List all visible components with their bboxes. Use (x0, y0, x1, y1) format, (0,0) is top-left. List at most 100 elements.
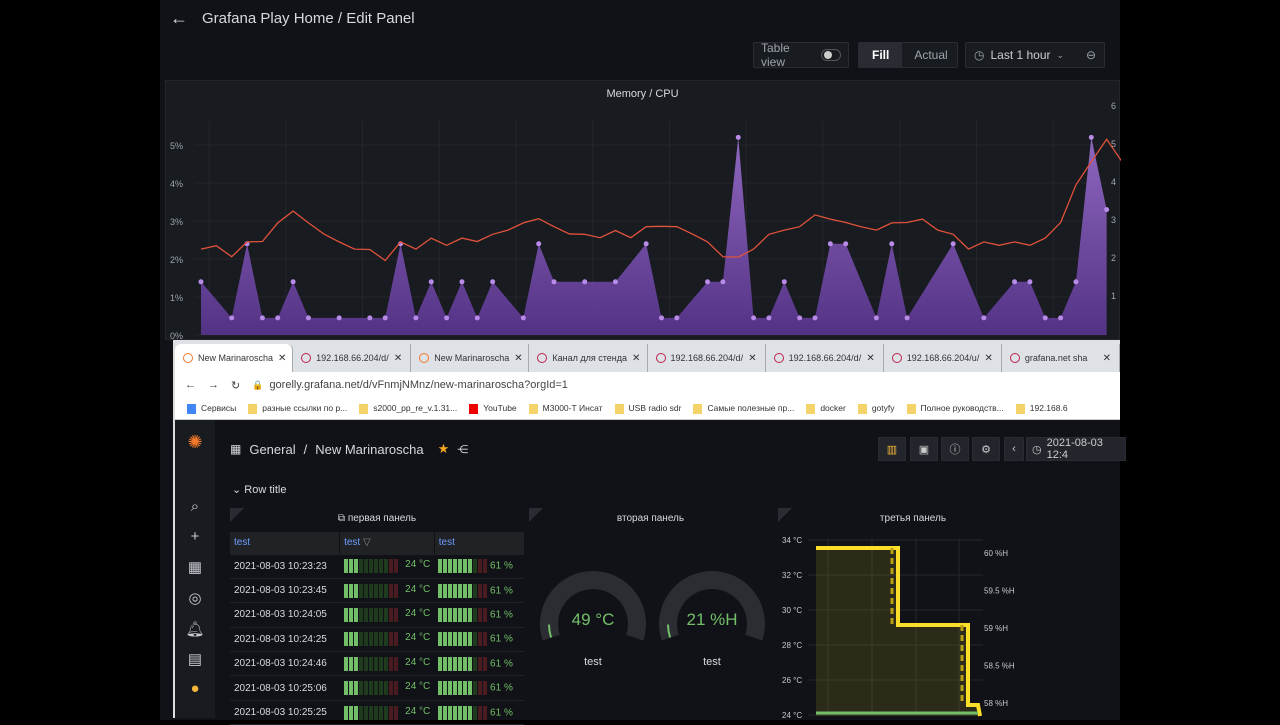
column-header[interactable]: test ▽ (339, 532, 435, 555)
table-row: 2021-08-03 10:23:45 24 °C 61 % (230, 578, 524, 604)
time-cell: 2021-08-03 10:24:05 (230, 602, 340, 628)
address-bar-row: ← → ↻ 🔒 gorelly.grafana.net/d/vFnmjNMnz/… (175, 372, 1120, 398)
save-button[interactable]: ▣ (910, 437, 938, 461)
breadcrumb-folder[interactable]: General (249, 441, 296, 457)
cpu-point (766, 315, 772, 321)
bookmark-icon (528, 403, 538, 414)
bookmark-item[interactable]: USB radio sdr (614, 403, 681, 414)
reports-icon[interactable]: ▤ (187, 651, 203, 668)
tab-title: 192.168.66.204/u/ (906, 353, 980, 363)
star-icon[interactable]: ★ (437, 441, 450, 456)
browser-tab[interactable]: 192.168.66.204/d/ ✕ (293, 344, 412, 372)
bookmark-item[interactable]: Сервисы (187, 403, 236, 414)
memory-cpu-chart: 0% 1 1% 2 2% 3 3% 4 4% 5 5% 6 (170, 101, 1121, 341)
y-tick-label: 5% (170, 141, 183, 151)
bookmark-label: разные ссылки по р... (262, 403, 348, 414)
close-tab-icon[interactable]: ✕ (1102, 352, 1111, 364)
row-title[interactable]: ⌄ Row title (232, 484, 287, 496)
bookmark-icon (1015, 403, 1025, 414)
bar-gauge (343, 705, 398, 720)
browser-tab[interactable]: 192.168.66.204/u/ ✕ (884, 344, 1002, 372)
table-view-label: Table view (761, 41, 790, 69)
cell-value: 24 °C (405, 656, 431, 668)
humidity-cell: 61 % (434, 602, 524, 628)
close-tab-icon[interactable]: ✕ (514, 352, 523, 364)
reload-icon[interactable]: ↻ (231, 379, 241, 392)
tab-title: Канал для стенда (552, 353, 627, 363)
browser-tab[interactable]: New Marinaroscha ✕ (175, 344, 294, 372)
browser-tab[interactable]: 192.168.66.204/d/ ✕ (766, 344, 884, 372)
browser-tab[interactable]: Канал для стенда ✕ (529, 344, 648, 372)
close-tab-icon[interactable]: ✕ (748, 352, 757, 364)
tab-favicon-icon (891, 353, 902, 363)
clock-icon: ◷ (1032, 443, 1042, 456)
bookmark-icon (806, 403, 816, 414)
table-row: 2021-08-03 10:23:23 24 °C 61 % (230, 554, 524, 579)
bookmark-item[interactable]: docker (806, 403, 846, 414)
bar-gauge (343, 632, 398, 647)
plus-icon[interactable]: + (190, 528, 200, 545)
bookmark-item[interactable]: 192.168.6 (1015, 403, 1068, 414)
breadcrumb: ▦ General / New Marinaroscha ★ ⋲ (230, 441, 468, 457)
cpu-point (735, 134, 741, 140)
close-tab-icon[interactable]: ✕ (984, 352, 993, 364)
tab-favicon-icon (301, 353, 312, 363)
tab-title: grafana.net sha (1024, 353, 1088, 363)
dashboard-title[interactable]: New Marinaroscha (315, 441, 424, 457)
cpu-point (659, 315, 664, 321)
search-icon[interactable]: ⌕ (190, 498, 200, 515)
close-tab-icon[interactable]: ✕ (393, 352, 403, 364)
panel-title-text: первая панель (347, 513, 417, 524)
table-view-toggle[interactable]: Table view (753, 41, 849, 69)
close-tab-icon[interactable]: ✕ (278, 352, 287, 364)
cpu-point (1012, 279, 1018, 285)
column-header-label: test (438, 537, 455, 549)
url-field[interactable]: gorelly.grafana.net/d/vFnmjNMnz/new-mari… (269, 379, 568, 391)
gauge-label: test (703, 656, 721, 668)
filter-icon[interactable]: ▽ (360, 537, 371, 549)
y-right-tick-label: 5 (1111, 139, 1116, 149)
fill-button[interactable]: Fill (859, 43, 903, 67)
share-icon[interactable]: ⋲ (457, 443, 469, 456)
bookmark-item[interactable]: разные ссылки по р... (248, 403, 347, 414)
time-picker[interactable]: ◷ Last 1 hour ⌄ ⊖ (965, 42, 1105, 68)
add-panel-button[interactable]: ▥ (878, 437, 906, 461)
tab-title: New Marinaroscha (198, 353, 274, 363)
bookmark-item[interactable]: Полное руководств... (906, 403, 1004, 414)
toggle-switch[interactable] (820, 49, 841, 61)
browser-tab[interactable]: New Marinaroscha ✕ (411, 344, 530, 372)
bookmark-item[interactable]: s2000_pp_re_v.1.31... (359, 403, 457, 414)
info-button[interactable]: ⓘ (941, 437, 969, 461)
time-back-button[interactable]: ‹ (1004, 437, 1024, 461)
avatar[interactable]: ● (190, 680, 200, 697)
actual-button[interactable]: Actual (914, 48, 948, 62)
dashboards-icon[interactable]: ▦ (187, 559, 203, 576)
close-tab-icon[interactable]: ✕ (631, 352, 641, 364)
gauge-track (540, 571, 646, 641)
browser-tab[interactable]: grafana.net sha ✕ (1002, 344, 1120, 372)
bookmark-icon (857, 403, 867, 414)
cpu-point (1073, 279, 1079, 285)
column-header[interactable]: test (230, 532, 340, 555)
zoom-out-icon[interactable]: ⊖ (1085, 48, 1096, 62)
alerting-bell-icon[interactable]: 🔔︎ (185, 621, 205, 638)
column-header[interactable]: test (433, 532, 524, 555)
y-right-tick-label: 6 (1111, 101, 1116, 111)
browser-tab[interactable]: 192.168.66.204/d/ ✕ (648, 344, 766, 372)
cpu-point (229, 315, 235, 321)
bookmark-item[interactable]: gotyfy (857, 403, 895, 414)
settings-button[interactable]: ⚙ (972, 437, 1000, 461)
back-icon[interactable]: ← (185, 379, 196, 391)
cell-value: 24 °C (405, 681, 431, 693)
close-tab-icon[interactable]: ✕ (866, 352, 875, 364)
gauge-value: 49 °C (571, 610, 615, 629)
back-arrow-icon[interactable]: ← (170, 8, 188, 28)
grafana-logo-icon[interactable]: ✺ (187, 432, 203, 452)
bookmark-item[interactable]: Самые полезные пр... (693, 403, 794, 414)
dashboard-time-picker[interactable]: ◷ 2021-08-03 12:4 (1026, 437, 1126, 461)
bookmark-item[interactable]: YouTube (469, 403, 517, 414)
bookmark-item[interactable]: М3000-Т Инсат (528, 403, 603, 414)
forward-icon[interactable]: → (208, 379, 219, 391)
breadcrumb-separator: / (303, 441, 308, 457)
explore-icon[interactable]: ◎ (188, 590, 202, 607)
